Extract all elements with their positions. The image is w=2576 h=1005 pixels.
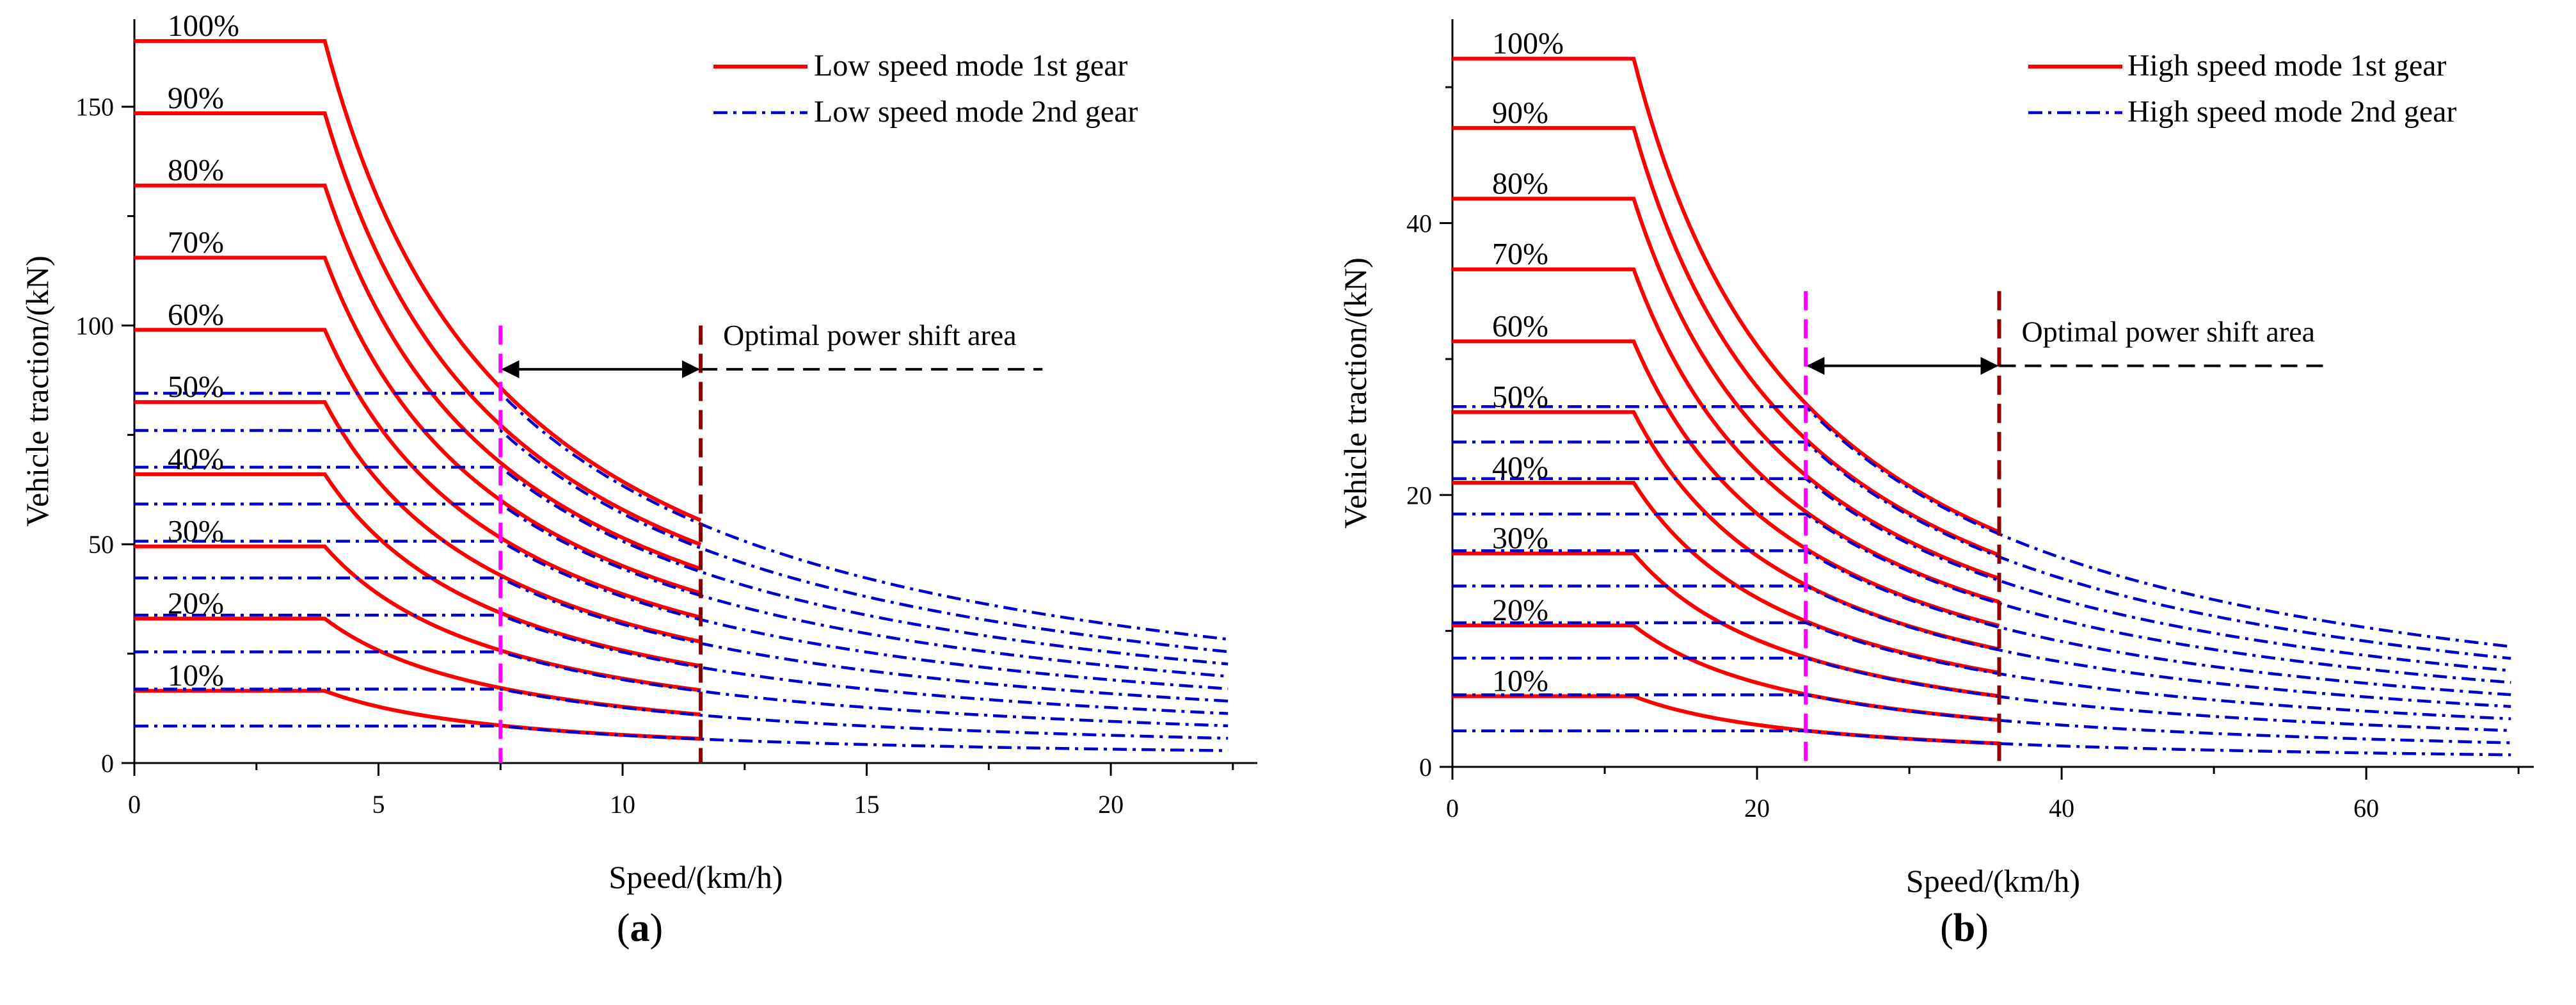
x-tick-label: 5 — [372, 790, 385, 819]
gear2-curve-10% — [1452, 729, 2511, 757]
gear2-curve-50% — [134, 576, 1228, 703]
gear1-curve-70% — [134, 255, 702, 595]
legend-label-gear1: Low speed mode 1st gear — [814, 49, 1128, 83]
gear2-curve-50% — [1452, 584, 2511, 708]
gear2-curve-90% — [134, 429, 1228, 654]
x-tick-label: 20 — [1744, 794, 1770, 823]
throttle-label-10%: 10% — [168, 659, 224, 693]
throttle-label-70%: 70% — [168, 226, 224, 260]
panel-label-letter: a — [630, 906, 650, 950]
y-tick-label: 100 — [76, 311, 114, 340]
throttle-label-90%: 90% — [1492, 96, 1548, 130]
y-tick-label: 0 — [101, 749, 114, 778]
gear2-curve-60% — [134, 540, 1228, 691]
gear1-curve-80% — [134, 183, 702, 571]
y-axis-title: Vehicle traction/(kN) — [1337, 257, 1373, 528]
throttle-label-90%: 90% — [168, 81, 224, 115]
x-tick-label: 15 — [854, 790, 880, 819]
gear2-curve-10% — [134, 724, 1228, 752]
throttle-label-40%: 40% — [168, 442, 224, 476]
throttle-label-30%: 30% — [168, 515, 224, 549]
gear1-curve-100% — [1452, 56, 2000, 535]
throttle-label-80%: 80% — [1492, 166, 1548, 200]
y-axis-title: Vehicle traction/(kN) — [19, 255, 55, 526]
throttle-label-50%: 50% — [1492, 380, 1548, 414]
throttle-label-60%: 60% — [168, 298, 224, 332]
panel-label: (a) — [617, 906, 663, 950]
gear2-curve-70% — [134, 502, 1228, 678]
series-gear2 — [1452, 405, 2511, 757]
shift-area-label: Optimal power shift area — [2022, 316, 2316, 348]
throttle-label-80%: 80% — [168, 154, 224, 188]
gear2-curve-90% — [1452, 440, 2511, 660]
panel-label-letter: b — [1953, 906, 1975, 950]
panel-label-open: ( — [1940, 906, 1953, 950]
legend-label-gear2: Low speed mode 2nd gear — [814, 95, 1138, 129]
chart-panel-b: 0 20 40 60 0 20 40 Speed/(km/h) Vehicle traction… — [1337, 19, 2534, 950]
y-tick-label: 50 — [88, 530, 114, 559]
x-axis-title: Speed/(km/h) — [1906, 863, 2080, 899]
chart-panel-a: 0 5 10 15 20 0 50 100 150 Speed/(km/h) Vehicle tra… — [19, 9, 1257, 950]
x-tick-label: 20 — [1098, 790, 1124, 819]
gear1-curve-90% — [134, 111, 702, 547]
throttle-label-20%: 20% — [168, 586, 224, 620]
gear2-curve-60% — [1452, 549, 2511, 696]
throttle-label-10%: 10% — [1492, 664, 1548, 698]
throttle-label-40%: 40% — [1492, 451, 1548, 485]
gear2-curve-40% — [134, 613, 1228, 715]
gear2-curve-30% — [134, 650, 1228, 728]
x-axis-title: Speed/(km/h) — [608, 859, 783, 895]
panel-label: (b) — [1940, 906, 1989, 950]
gear1-curve-100% — [134, 39, 702, 522]
throttle-label-70%: 70% — [1492, 237, 1548, 271]
gear1-curve-80% — [1452, 197, 2000, 581]
gear1-curve-30% — [1452, 551, 2000, 698]
gear2-curve-40% — [1452, 621, 2511, 721]
x-tick-label: 0 — [128, 790, 141, 819]
throttle-label-30%: 30% — [1492, 522, 1548, 556]
throttle-label-60%: 60% — [1492, 309, 1548, 343]
gear1-curve-50% — [134, 400, 701, 644]
throttle-label-50%: 50% — [168, 370, 224, 404]
legend-label-gear1: High speed mode 1st gear — [2127, 49, 2447, 83]
shift-area-label: Optimal power shift area — [723, 319, 1017, 351]
x-tick-label: 60 — [2353, 794, 2379, 823]
y-tick-label: 20 — [1406, 481, 1432, 510]
x-tick-label: 40 — [2049, 794, 2074, 823]
x-tick-label: 10 — [610, 790, 635, 819]
gear1-curve-70% — [1452, 267, 2000, 604]
legend: High speed mode 1st gear High speed mode … — [2028, 49, 2457, 129]
gear2-curve-20% — [134, 687, 1228, 740]
gear2-curve-20% — [1452, 693, 2511, 744]
panel-label-open: ( — [617, 906, 630, 950]
legend: Low speed mode 1st gear Low speed mode 2n… — [713, 49, 1138, 129]
y-tick-label: 40 — [1406, 209, 1432, 238]
series-gear2 — [134, 392, 1228, 752]
throttle-label-100%: 100% — [168, 9, 239, 43]
legend-label-gear2: High speed mode 2nd gear — [2127, 95, 2457, 129]
y-tick-label: 150 — [76, 93, 114, 122]
panel-label-close: ) — [650, 906, 664, 950]
throttle-label-100%: 100% — [1492, 27, 1564, 61]
throttle-label-20%: 20% — [1492, 593, 1548, 627]
gear2-curve-70% — [1452, 512, 2511, 684]
gear2-curve-80% — [134, 465, 1228, 666]
panel-label-close: ) — [1975, 906, 1989, 950]
y-tick-label: 0 — [1419, 753, 1432, 782]
gear1-curve-40% — [134, 472, 701, 668]
gear2-curve-30% — [1452, 656, 2511, 732]
gear2-curve-100% — [1452, 405, 2511, 648]
x-tick-label: 0 — [1446, 794, 1459, 823]
gear2-curve-80% — [1452, 477, 2511, 672]
gear1-curve-90% — [1452, 125, 2000, 557]
gear1-curve-10% — [1452, 694, 2000, 746]
gear1-curve-60% — [134, 328, 701, 620]
